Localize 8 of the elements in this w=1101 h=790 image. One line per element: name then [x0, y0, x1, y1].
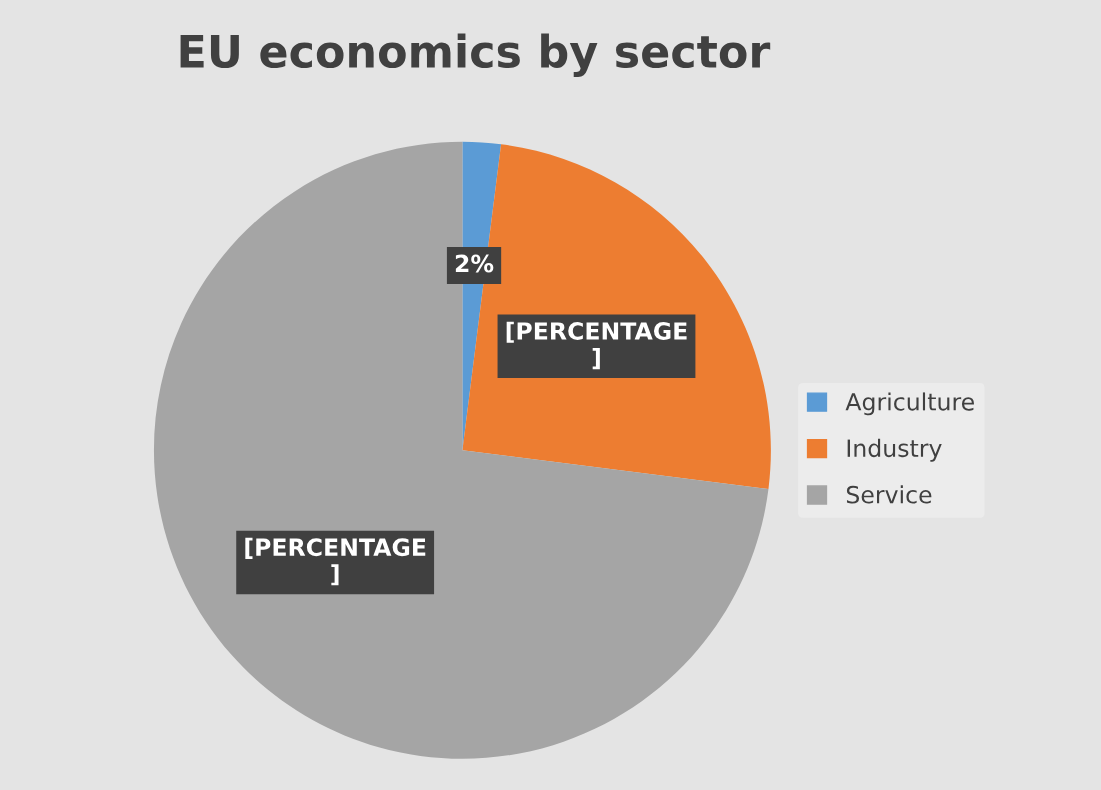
- data-label: [PERCENTAGE ]: [245, 537, 426, 586]
- legend-label: Industry: [847, 438, 942, 462]
- data-label: 2%: [455, 254, 494, 273]
- data-label: [PERCENTAGE ]: [506, 321, 687, 370]
- legend-label: Agriculture: [845, 392, 974, 416]
- legend-label: Service: [846, 485, 932, 504]
- chart-title: EU economics by sector: [180, 33, 771, 77]
- pie-slice: [153, 141, 769, 759]
